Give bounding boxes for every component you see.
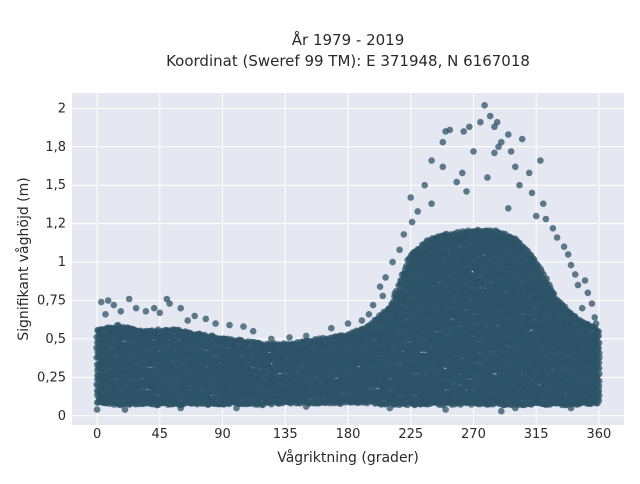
chart-figure: 0459013518022527031536000,250,50,7511,21… [0, 0, 640, 480]
scatter-chart: 0459013518022527031536000,250,50,7511,21… [0, 0, 640, 480]
